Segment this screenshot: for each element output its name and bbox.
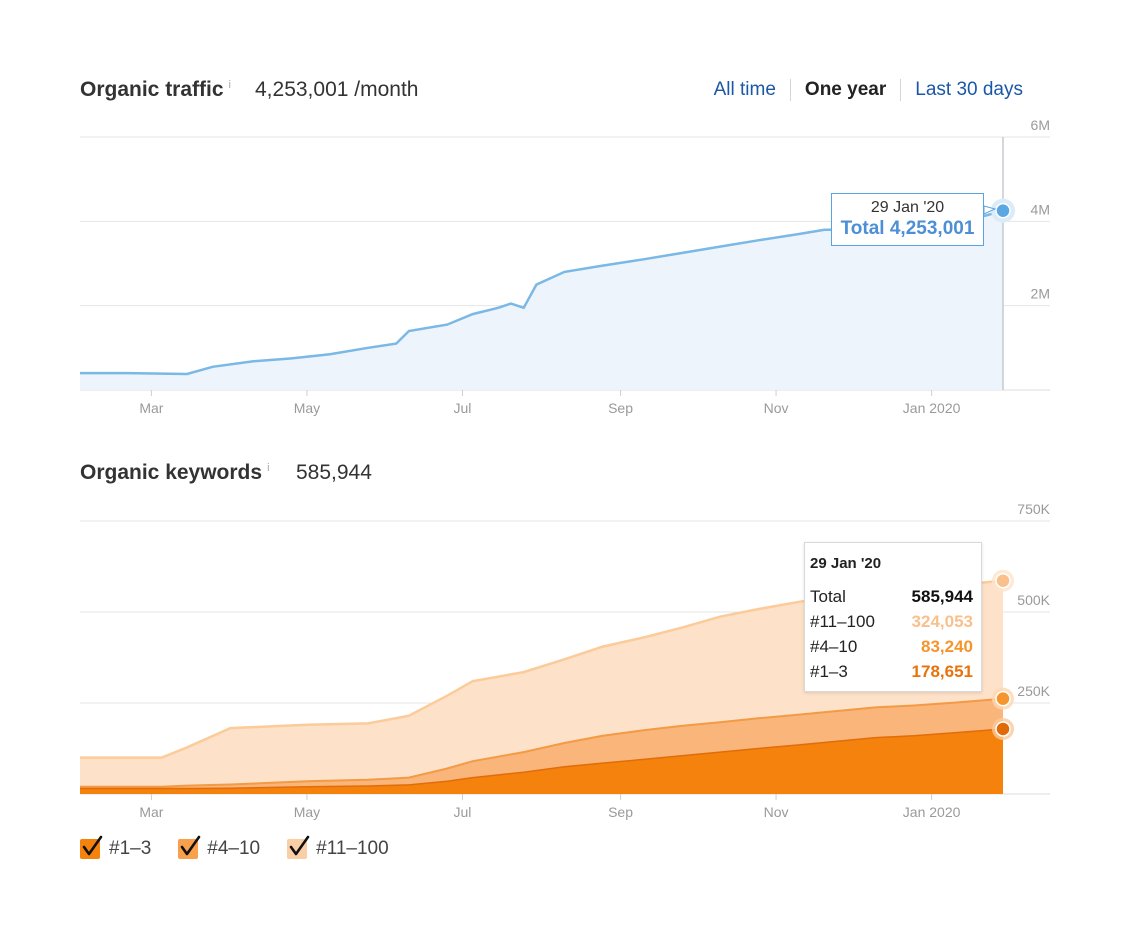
divider	[789, 79, 791, 101]
x-tick-label: Jan 2020	[903, 400, 961, 416]
keywords-legend: #1–3 #4–10 #11–100	[80, 835, 416, 860]
traffic-value: 4,253,001 /month	[255, 78, 419, 101]
area-top3	[80, 729, 1003, 794]
checkbox-11-100[interactable]	[287, 835, 310, 859]
tooltip-row-value: 585,944	[911, 587, 973, 606]
line-top3	[80, 728, 1004, 790]
x-tick-label: Mar	[139, 804, 163, 820]
tooltip-row: #1–3 178,651	[810, 662, 973, 687]
keywords-value: 585,944	[296, 461, 372, 484]
legend-label: #11–100	[316, 838, 389, 859]
hover-point	[995, 202, 1011, 219]
hover-point	[995, 572, 1011, 589]
tooltip-row: #11–100 324,053	[810, 612, 973, 637]
checkbox-top3[interactable]	[80, 835, 103, 859]
keywords-tooltip-date: 29 Jan '20	[810, 555, 882, 572]
keywords-chart[interactable]: 250K 500K 750K Mar May Jul Sep Nov Jan 2020	[0, 430, 1130, 830]
tooltip-row-value: 324,053	[911, 612, 973, 631]
checkmark-icon	[180, 835, 201, 856]
x-tick-label: Nov	[764, 400, 789, 416]
area-11-100	[80, 580, 1003, 787]
x-tick-label: Jan 2020	[903, 804, 961, 820]
x-tick-label: Sep	[608, 804, 633, 820]
x-tick-label: Sep	[608, 400, 633, 416]
hover-point	[995, 721, 1011, 737]
tooltip-row-label: #1–3	[810, 662, 848, 681]
x-tick-label: Jul	[454, 400, 472, 416]
tooltip-row-label: #4–10	[810, 637, 858, 656]
range-tab-last-30-days[interactable]: Last 30 days	[915, 79, 1023, 100]
date-range-tabs: All time One year Last 30 days	[700, 79, 1023, 101]
range-tab-all-time[interactable]: All time	[713, 79, 776, 100]
traffic-info-icon[interactable]: i	[228, 79, 231, 91]
keywords-info-icon[interactable]: i	[267, 462, 270, 474]
tooltip-row: #4–10 83,240	[810, 637, 973, 662]
x-tick-label: May	[294, 400, 320, 416]
traffic-tooltip: 29 Jan '20 Total 4,253,001	[831, 193, 984, 246]
keywords-tooltip: 29 Jan '20 Total 585,944 #11–100 324,053 #4–…	[804, 542, 982, 692]
tooltip-row-value: 178,651	[911, 662, 973, 681]
tooltip-pointer	[983, 205, 997, 215]
y-tick-label: 250K	[1017, 683, 1050, 699]
traffic-tooltip-total: Total 4,253,001	[840, 218, 975, 239]
divider	[900, 79, 902, 101]
y-tick-label: 500K	[1017, 592, 1050, 608]
legend-item-4-10[interactable]: #4–10	[178, 835, 261, 860]
y-tick-label: 750K	[1017, 501, 1050, 517]
checkbox-4-10[interactable]	[178, 835, 201, 859]
x-tick-label: Mar	[139, 400, 163, 416]
tooltip-row: Total 585,944	[810, 587, 973, 612]
tooltip-row-label: #11–100	[810, 612, 875, 631]
area-4-10	[80, 698, 1003, 789]
traffic-tooltip-date: 29 Jan '20	[870, 199, 945, 216]
checkmark-icon	[289, 835, 310, 856]
x-tick-label: Nov	[764, 804, 789, 820]
range-tab-one-year[interactable]: One year	[804, 79, 887, 100]
y-tick-label: 6M	[1031, 117, 1050, 133]
traffic-area	[80, 210, 1003, 390]
x-tick-label: May	[294, 804, 320, 820]
tooltip-row-label: Total	[810, 587, 846, 606]
legend-item-top3[interactable]: #1–3	[80, 835, 152, 860]
legend-label: #4–10	[207, 838, 261, 859]
keywords-title: Organic keywords i	[80, 461, 270, 484]
checkmark-icon	[82, 835, 103, 856]
line-4-10	[80, 697, 1004, 788]
tooltip-row-value: 83,240	[921, 637, 973, 656]
traffic-title: Organic traffic i	[80, 78, 231, 101]
legend-label: #1–3	[109, 838, 152, 859]
y-tick-label: 4M	[1031, 201, 1050, 217]
x-tick-label: Jul	[454, 804, 472, 820]
y-tick-label: 2M	[1031, 286, 1050, 302]
legend-item-11-100[interactable]: #11–100	[287, 835, 389, 860]
hover-point	[995, 690, 1011, 707]
